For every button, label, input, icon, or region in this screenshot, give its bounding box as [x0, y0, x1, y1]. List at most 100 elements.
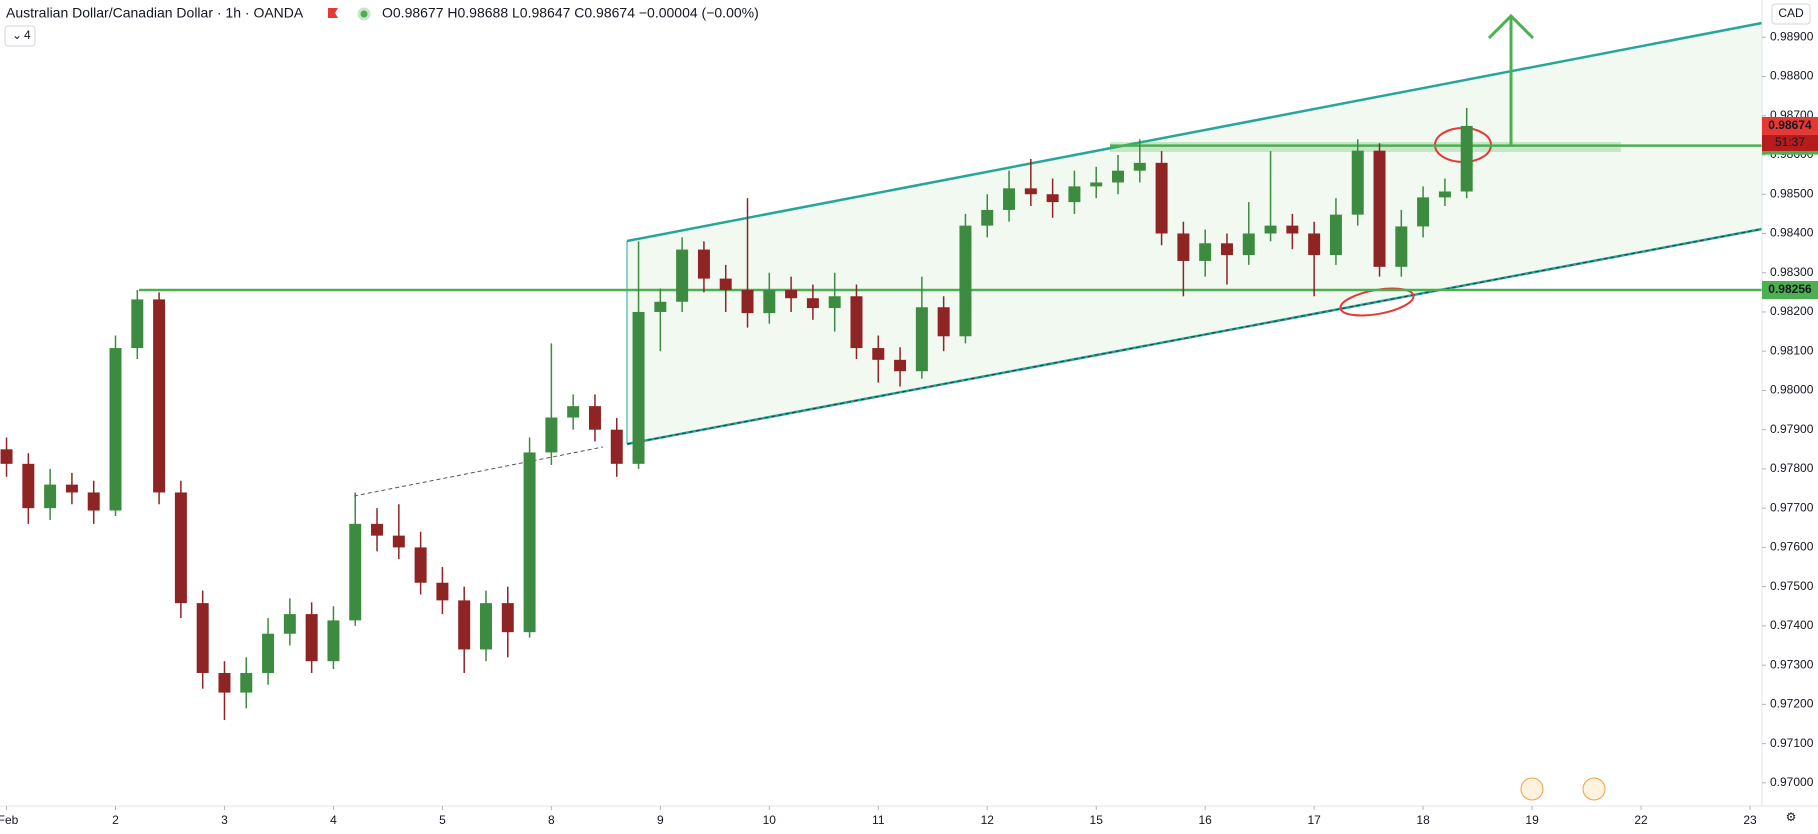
candle-body	[894, 359, 907, 372]
x-tick-label: 18	[1416, 813, 1430, 827]
price-label: 0.98674	[1768, 118, 1812, 132]
candle-body	[1308, 233, 1321, 256]
candle-body	[785, 289, 798, 299]
candle-body	[828, 296, 841, 309]
candle-body	[1133, 162, 1146, 171]
trend-line	[626, 228, 1763, 445]
candle-body	[1242, 233, 1255, 256]
candle-body	[436, 582, 449, 601]
drawings	[353, 13, 1763, 497]
time-axis	[0, 806, 1818, 834]
candle-body	[414, 547, 427, 583]
candle-body	[305, 614, 318, 662]
currency: CAD	[1778, 6, 1804, 20]
y-tick-label: 0.97800	[1770, 461, 1814, 475]
x-tick-label: 16	[1198, 813, 1212, 827]
event-icon[interactable]	[1520, 777, 1544, 801]
candle-body	[109, 348, 122, 511]
candle-body	[1438, 191, 1451, 198]
y-tick-label: 0.97200	[1770, 697, 1814, 711]
candle-body	[131, 299, 144, 349]
settings[interactable]: ⚙	[1786, 810, 1797, 824]
y-tick-label: 0.98400	[1770, 226, 1814, 240]
event-icon[interactable]	[1582, 777, 1606, 801]
x-tick-label: 2	[112, 813, 119, 827]
price-label-box	[1762, 116, 1818, 135]
x-tick-label: Feb	[0, 813, 19, 827]
channel-fill	[627, 23, 1762, 444]
candle-body	[1264, 225, 1277, 234]
candle-body	[523, 452, 536, 633]
candle-body	[44, 484, 57, 509]
candle-body	[981, 209, 994, 226]
indicator-toggle[interactable]	[4, 25, 36, 47]
candle-body	[480, 603, 492, 650]
candle-body	[1395, 226, 1408, 267]
y-tick-label: 0.98000	[1770, 383, 1814, 397]
x-tick-label: 15	[1090, 813, 1104, 827]
x-tick-label: 17	[1307, 813, 1321, 827]
candle-body	[676, 249, 689, 302]
candle-body	[174, 492, 187, 604]
ohlc: O0.98677 H0.98688 L0.98647 C0.98674 −0.0…	[382, 5, 759, 21]
flag-icon	[328, 8, 338, 18]
x-tick-label: 9	[657, 813, 664, 827]
y-tick-label: 0.97400	[1770, 618, 1814, 632]
candle-body	[1090, 182, 1103, 187]
candle-body	[392, 535, 405, 548]
candle-body	[1177, 233, 1190, 261]
axes: 0.97000 0.97100 0.97200 0.97300 0.97400 0.975…	[0, 29, 1818, 827]
candle-body	[65, 484, 78, 493]
candle-body	[1460, 125, 1473, 192]
candle-body	[349, 523, 362, 621]
candle-body	[719, 278, 732, 290]
candle-body	[545, 417, 558, 453]
dashed-line	[353, 446, 604, 497]
candle-body	[632, 311, 645, 464]
candle-body	[1112, 170, 1124, 183]
candle-body	[153, 299, 166, 493]
candle-body	[87, 492, 100, 511]
plot	[0, 107, 1762, 721]
x-tick-label: 23	[1743, 813, 1757, 827]
candle-body	[501, 603, 514, 633]
y-tick-label: 0.97600	[1770, 540, 1814, 554]
candle-body	[1068, 186, 1081, 203]
chevron: ⌄	[12, 28, 22, 42]
arrow-head	[1487, 13, 1535, 40]
x-tick-label: 19	[1525, 813, 1539, 827]
y-tick-label: 0.97900	[1770, 422, 1814, 436]
candle-body	[850, 296, 863, 349]
candle-body	[697, 249, 710, 279]
symbol: Australian Dollar/Canadian Dollar · 1h ·…	[6, 5, 304, 21]
candle-body	[1003, 188, 1016, 210]
candle-body	[262, 633, 275, 673]
candle-body	[567, 406, 580, 418]
x-tick-label: 12	[981, 813, 995, 827]
candle-body	[806, 298, 819, 309]
y-tick-label: 0.98300	[1770, 265, 1814, 279]
candle-body	[915, 307, 928, 372]
candle-body	[1286, 225, 1299, 234]
y-tick-label: 0.97300	[1770, 657, 1814, 671]
level-label-box	[1762, 280, 1818, 299]
y-tick-label: 0.98500	[1770, 186, 1814, 200]
zone	[1110, 142, 1621, 152]
candle-body	[763, 289, 776, 314]
candle-body	[1155, 162, 1168, 234]
candle-body	[1373, 150, 1386, 267]
y-tick-label: 0.97100	[1770, 736, 1814, 750]
candle-body	[240, 672, 253, 693]
x-tick-label: 10	[763, 813, 777, 827]
candle-body	[959, 225, 972, 337]
candle-body	[1329, 214, 1342, 256]
y-tick-label: 0.98100	[1770, 343, 1814, 357]
candle-body	[1351, 150, 1364, 215]
candle-body	[588, 406, 601, 430]
candle-body	[218, 672, 231, 693]
candle-body	[937, 307, 950, 337]
x-tick-label: 22	[1634, 813, 1648, 827]
candle-body	[1046, 194, 1059, 203]
candle-body	[283, 614, 296, 634]
